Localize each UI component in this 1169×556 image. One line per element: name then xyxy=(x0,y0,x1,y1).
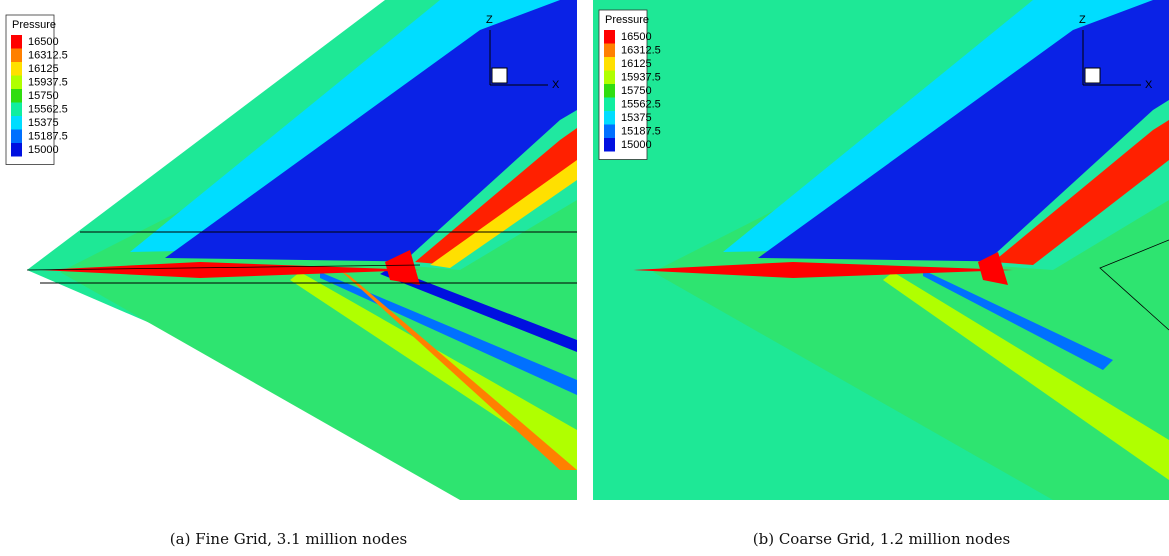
legend-label: 16312.5 xyxy=(28,49,68,61)
legend-label: 16500 xyxy=(28,36,59,48)
legend-swatch xyxy=(11,89,22,103)
contour xyxy=(983,100,1169,270)
contour xyxy=(415,128,577,265)
legend-label: 15750 xyxy=(621,85,652,97)
legend-swatch xyxy=(11,62,22,76)
legend-swatch xyxy=(604,30,615,44)
legend-title: Pressure xyxy=(12,19,56,31)
legend-label: 16125 xyxy=(28,63,59,75)
legend-swatch xyxy=(604,138,615,152)
contour xyxy=(290,272,577,470)
axis-label: X xyxy=(552,79,560,91)
legend-swatch xyxy=(604,84,615,98)
legend-swatch xyxy=(604,70,615,84)
legend-label: 16125 xyxy=(621,58,652,70)
legend-swatch xyxy=(11,102,22,116)
legend-label: 15375 xyxy=(621,112,652,124)
legend-label: 16312.5 xyxy=(621,44,661,56)
axis-marker xyxy=(1084,67,1101,84)
legend-swatch xyxy=(604,97,615,111)
legend-label: 15562.5 xyxy=(621,98,661,110)
legend-swatch xyxy=(11,116,22,130)
legend-swatch xyxy=(11,35,22,49)
legend-label: 15000 xyxy=(621,139,652,151)
caption: (b) Coarse Grid, 1.2 million nodes xyxy=(752,530,1011,548)
contour xyxy=(320,272,577,395)
legend-label: 15750 xyxy=(28,90,59,102)
legend-swatch xyxy=(11,143,22,157)
outline xyxy=(1099,239,1169,331)
contour xyxy=(923,270,1113,370)
contour xyxy=(993,120,1169,265)
axis-label: X xyxy=(1145,79,1153,91)
contour xyxy=(430,160,577,268)
contour xyxy=(633,262,1013,278)
legend-label: 15375 xyxy=(28,117,59,129)
axis-label: Z xyxy=(486,14,493,26)
legend-title: Pressure xyxy=(605,14,649,26)
contour xyxy=(883,272,1169,480)
legend-swatch xyxy=(11,129,22,143)
contour xyxy=(978,252,1008,285)
legend-label: 15187.5 xyxy=(621,125,661,137)
legend-label: 15937.5 xyxy=(28,76,68,88)
legend-swatch xyxy=(604,43,615,57)
legend-label: 15000 xyxy=(28,144,59,156)
legend-label: 15937.5 xyxy=(621,71,661,83)
contour xyxy=(165,0,577,262)
legend-swatch xyxy=(604,57,615,71)
contour xyxy=(380,268,577,352)
outline xyxy=(26,264,421,271)
legend-label: 15187.5 xyxy=(28,130,68,142)
axis-label: Z xyxy=(1079,14,1086,26)
legend-swatch xyxy=(604,124,615,138)
axis-marker xyxy=(491,67,508,84)
contour xyxy=(400,110,577,270)
legend-label: 16500 xyxy=(621,31,652,43)
legend-swatch xyxy=(11,48,22,62)
contour xyxy=(385,250,420,285)
legend-swatch xyxy=(604,111,615,125)
contour xyxy=(340,270,577,470)
legend-swatch xyxy=(11,75,22,89)
caption: (a) Fine Grid, 3.1 million nodes xyxy=(169,530,408,548)
legend-label: 15562.5 xyxy=(28,103,68,115)
contour xyxy=(40,262,420,278)
